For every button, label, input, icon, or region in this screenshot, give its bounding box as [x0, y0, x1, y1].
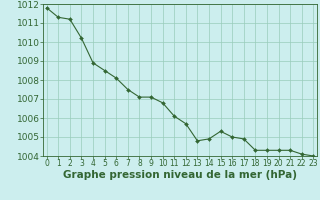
X-axis label: Graphe pression niveau de la mer (hPa): Graphe pression niveau de la mer (hPa) — [63, 170, 297, 180]
